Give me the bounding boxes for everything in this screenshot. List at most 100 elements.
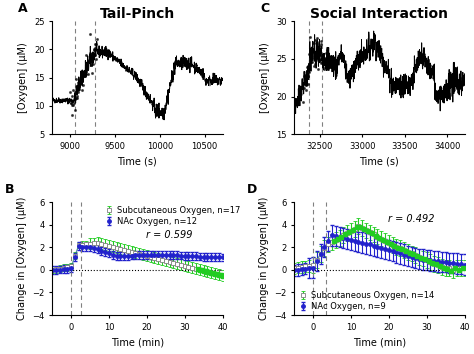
Text: r = 0.599: r = 0.599 (146, 230, 192, 240)
Text: A: A (18, 2, 27, 15)
Point (90, 47, 98, 52)
Point (310, 55, 318, 61)
X-axis label: Time (min): Time (min) (111, 337, 164, 347)
Point (311, 37, 319, 43)
Point (301, 85, 308, 91)
Point (321, 64, 328, 70)
Text: C: C (260, 2, 269, 15)
Point (313, 35, 321, 41)
Point (91, 45, 99, 51)
Point (81, 73, 88, 79)
Point (91, 41, 99, 47)
Point (82, 52, 90, 58)
Point (299, 80, 307, 86)
Point (79, 70, 86, 75)
Point (75, 80, 82, 86)
Point (75, 77, 83, 82)
Point (307, 54, 315, 60)
Point (67, 100, 75, 105)
Point (86, 59, 93, 65)
Point (80, 73, 88, 79)
Point (84, 72, 92, 77)
Point (88, 58, 96, 64)
Point (320, 55, 328, 61)
Point (311, 61, 319, 67)
Point (85, 57, 92, 63)
Point (92, 56, 100, 62)
Point (313, 39, 320, 45)
Point (93, 36, 100, 41)
Point (309, 40, 317, 45)
Y-axis label: Change in [Oxygen] (μM): Change in [Oxygen] (μM) (17, 197, 27, 320)
Point (321, 57, 329, 62)
Point (87, 62, 94, 68)
Point (304, 81, 312, 87)
Legend: Subcutaneous Oxygen, n=17, NAc Oxygen, n=12: Subcutaneous Oxygen, n=17, NAc Oxygen, n… (104, 206, 240, 226)
Point (301, 72, 309, 78)
Point (70, 100, 78, 106)
X-axis label: Time (s): Time (s) (359, 156, 399, 166)
Point (68, 102, 75, 108)
Point (318, 59, 326, 65)
Point (317, 60, 324, 66)
Point (82, 73, 89, 79)
Point (87, 51, 95, 57)
Point (73, 95, 81, 101)
Point (315, 67, 322, 72)
Point (67, 101, 74, 106)
Point (81, 72, 89, 78)
Point (304, 73, 311, 79)
Point (306, 51, 313, 57)
Point (87, 32, 94, 37)
Point (302, 82, 310, 88)
Point (300, 99, 307, 105)
Point (322, 55, 329, 61)
Point (70, 96, 77, 102)
Point (76, 77, 83, 83)
Point (71, 107, 79, 113)
Point (72, 95, 80, 101)
Point (306, 34, 314, 40)
Point (320, 66, 328, 72)
Title: Social Interaction: Social Interaction (310, 7, 448, 21)
Point (89, 70, 96, 75)
Point (311, 56, 319, 62)
Point (314, 41, 322, 46)
Point (70, 102, 77, 108)
Point (312, 40, 319, 46)
Point (316, 57, 323, 63)
Point (316, 56, 323, 62)
Point (77, 72, 85, 78)
Point (74, 89, 82, 95)
Point (319, 53, 326, 59)
Point (83, 66, 91, 72)
Point (307, 50, 315, 55)
Point (91, 52, 99, 57)
Point (66, 89, 74, 95)
Point (84, 58, 91, 64)
Y-axis label: [Oxygen] (μM): [Oxygen] (μM) (260, 42, 270, 113)
Point (83, 63, 91, 69)
Point (323, 59, 330, 65)
Point (79, 72, 87, 78)
Point (73, 76, 80, 82)
Point (302, 87, 310, 93)
Point (319, 56, 327, 61)
Point (318, 38, 325, 44)
Y-axis label: Change in [Oxygen] (μM): Change in [Oxygen] (μM) (259, 197, 269, 320)
Point (310, 48, 317, 54)
Point (78, 69, 86, 74)
Point (308, 53, 316, 59)
X-axis label: Time (s): Time (s) (118, 156, 157, 166)
Point (74, 85, 82, 90)
Point (303, 79, 310, 84)
Point (309, 59, 316, 64)
Point (307, 52, 314, 58)
Point (299, 81, 306, 87)
Point (72, 97, 79, 102)
Point (82, 62, 90, 68)
Point (308, 49, 315, 55)
Point (68, 93, 76, 99)
Point (73, 93, 81, 98)
Point (303, 64, 311, 70)
